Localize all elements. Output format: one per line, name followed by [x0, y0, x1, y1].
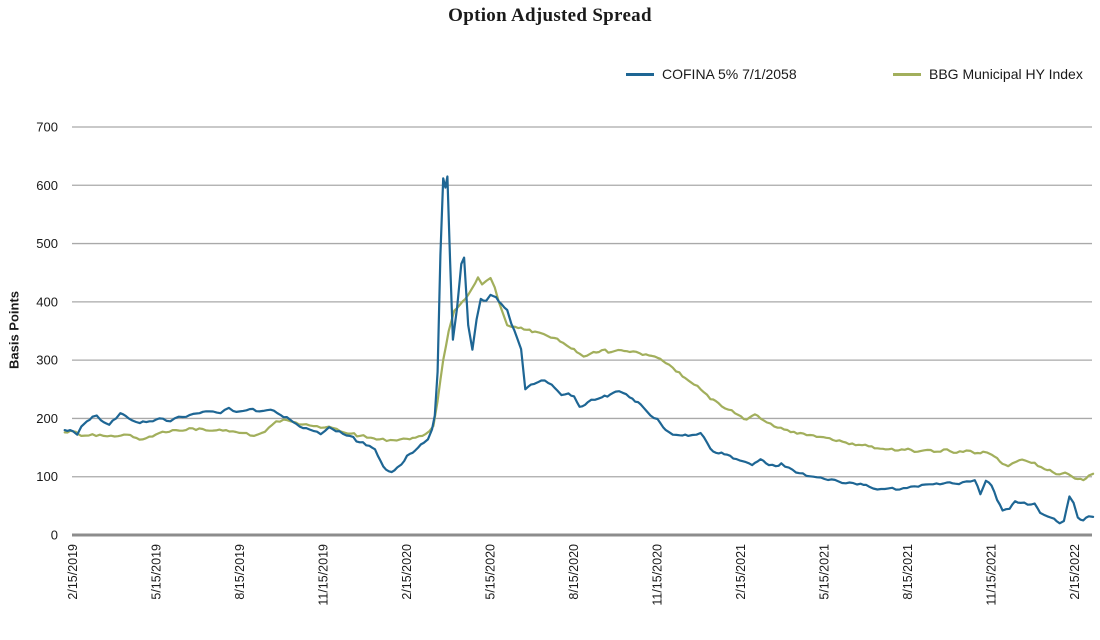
- bbg-line: [63, 276, 1095, 482]
- y-tick-label-100: 100: [36, 469, 58, 484]
- y-tick-label-500: 500: [36, 236, 58, 251]
- y-tick-label-200: 200: [36, 411, 58, 426]
- x-tick-label-2-15-2019: 2/15/2019: [66, 544, 80, 600]
- legend-item-bbg: BBG Municipal HY Index: [893, 66, 1083, 82]
- legend-swatch-cofina-line: [626, 72, 654, 76]
- y-tick-label-700: 700: [36, 120, 58, 135]
- x-tick-label-11-15-2020: 11/15/2020: [650, 544, 664, 606]
- x-tick-label-2-15-2022: 2/15/2022: [1068, 544, 1082, 600]
- x-tick-label-8-15-2019: 8/15/2019: [233, 544, 247, 600]
- x-tick-label-8-15-2021: 8/15/2021: [901, 544, 915, 600]
- legend-item-cofina: COFINA 5% 7/1/2058: [626, 66, 797, 82]
- chart-title: Option Adjusted Spread: [448, 5, 652, 26]
- x-tick-label-2-15-2020: 2/15/2020: [400, 544, 414, 600]
- x-tick-label-11-15-2019: 11/15/2019: [316, 544, 330, 606]
- y-tick-label-0: 0: [51, 528, 58, 543]
- legend-swatch-bbg-line: [893, 72, 921, 76]
- cofina-line: [63, 175, 1095, 525]
- x-tick-label-5-15-2019: 5/15/2019: [149, 544, 163, 600]
- x-tick-label-8-15-2020: 8/15/2020: [567, 544, 581, 600]
- y-axis-title: Basis Points: [6, 290, 22, 370]
- x-tick-label-5-15-2021: 5/15/2021: [817, 544, 831, 600]
- y-tick-label-400: 400: [36, 294, 58, 309]
- y-tick-label-600: 600: [36, 178, 58, 193]
- x-tick-label-11-15-2021: 11/15/2021: [984, 544, 998, 606]
- legend-label-bbg: BBG Municipal HY Index: [929, 66, 1083, 82]
- y-tick-label-300: 300: [36, 353, 58, 368]
- x-tick-label-5-15-2020: 5/15/2020: [483, 544, 497, 600]
- x-tick-label-2-15-2021: 2/15/2021: [734, 544, 748, 600]
- legend-label-cofina: COFINA 5% 7/1/2058: [662, 66, 797, 82]
